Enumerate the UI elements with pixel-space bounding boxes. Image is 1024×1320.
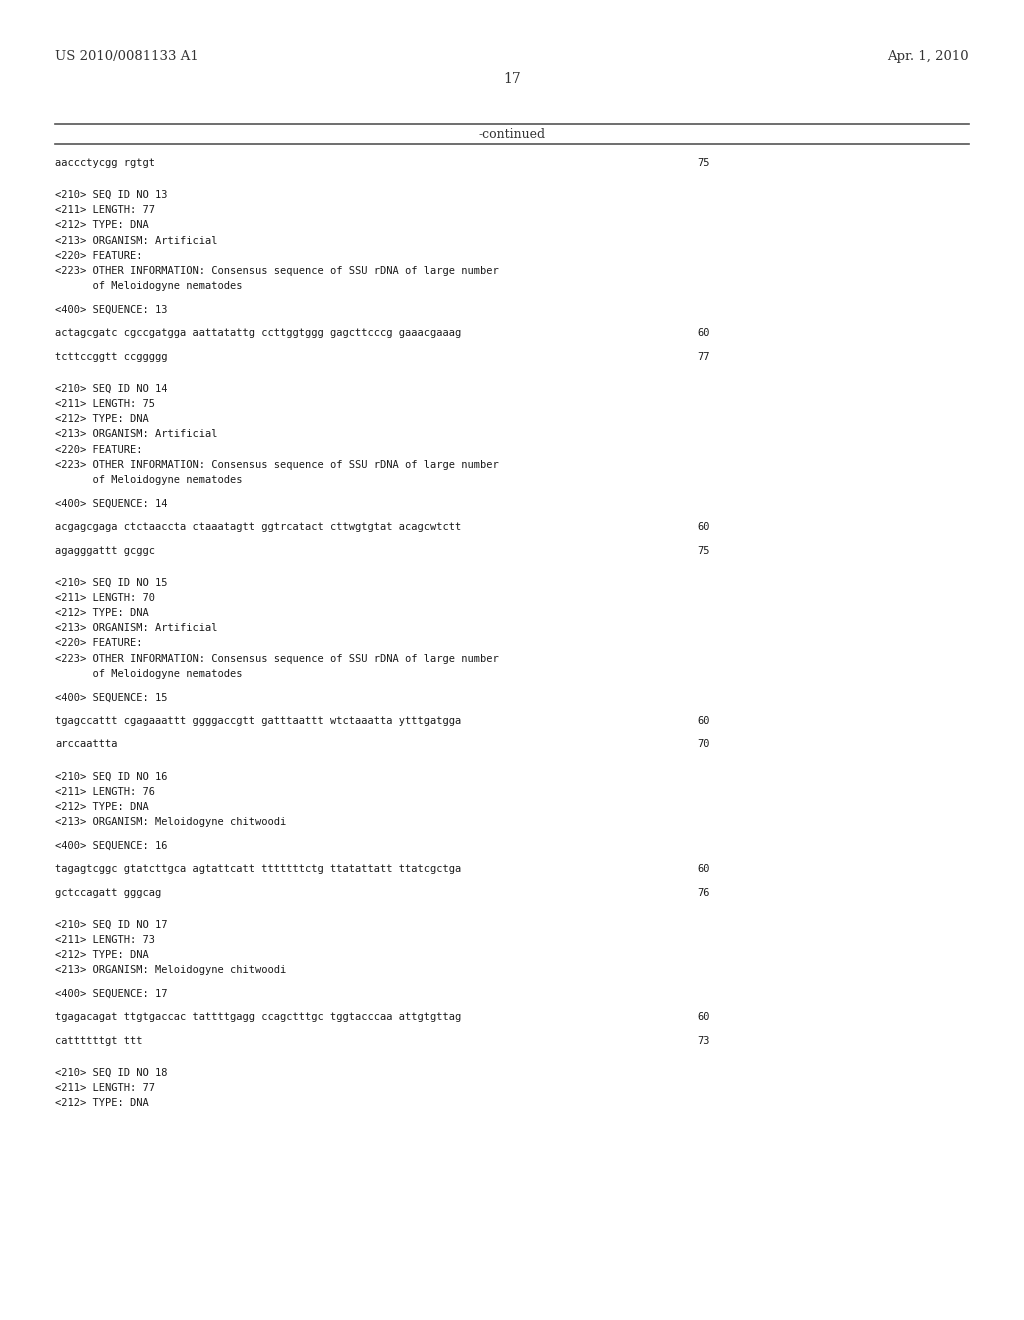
Text: <212> TYPE: DNA: <212> TYPE: DNA (55, 801, 148, 812)
Text: <223> OTHER INFORMATION: Consensus sequence of SSU rDNA of large number: <223> OTHER INFORMATION: Consensus seque… (55, 459, 499, 470)
Text: 75: 75 (697, 158, 710, 168)
Text: <213> ORGANISM: Artificial: <213> ORGANISM: Artificial (55, 235, 217, 246)
Text: 60: 60 (697, 329, 710, 338)
Text: <211> LENGTH: 77: <211> LENGTH: 77 (55, 205, 155, 215)
Text: 76: 76 (697, 887, 710, 898)
Text: Apr. 1, 2010: Apr. 1, 2010 (888, 50, 969, 63)
Text: of Meloidogyne nematodes: of Meloidogyne nematodes (55, 669, 243, 678)
Text: gctccagatt gggcag: gctccagatt gggcag (55, 887, 161, 898)
Text: 60: 60 (697, 715, 710, 726)
Text: US 2010/0081133 A1: US 2010/0081133 A1 (55, 50, 199, 63)
Text: <212> TYPE: DNA: <212> TYPE: DNA (55, 950, 148, 960)
Text: arccaattta: arccaattta (55, 739, 118, 750)
Text: <213> ORGANISM: Meloidogyne chitwoodi: <213> ORGANISM: Meloidogyne chitwoodi (55, 817, 287, 826)
Text: <220> FEATURE:: <220> FEATURE: (55, 251, 142, 261)
Text: <400> SEQUENCE: 14: <400> SEQUENCE: 14 (55, 499, 168, 508)
Text: 17: 17 (503, 73, 521, 86)
Text: <210> SEQ ID NO 14: <210> SEQ ID NO 14 (55, 384, 168, 393)
Text: <212> TYPE: DNA: <212> TYPE: DNA (55, 220, 148, 230)
Text: agagggattt gcggc: agagggattt gcggc (55, 545, 155, 556)
Text: <223> OTHER INFORMATION: Consensus sequence of SSU rDNA of large number: <223> OTHER INFORMATION: Consensus seque… (55, 653, 499, 664)
Text: <211> LENGTH: 76: <211> LENGTH: 76 (55, 787, 155, 796)
Text: actagcgatc cgccgatgga aattatattg ccttggtggg gagcttcccg gaaacgaaag: actagcgatc cgccgatgga aattatattg ccttggt… (55, 329, 461, 338)
Text: <400> SEQUENCE: 15: <400> SEQUENCE: 15 (55, 692, 168, 702)
Text: <220> FEATURE:: <220> FEATURE: (55, 445, 142, 454)
Text: -continued: -continued (478, 128, 546, 141)
Text: <400> SEQUENCE: 13: <400> SEQUENCE: 13 (55, 305, 168, 314)
Text: 60: 60 (697, 865, 710, 874)
Text: 75: 75 (697, 545, 710, 556)
Text: <211> LENGTH: 77: <211> LENGTH: 77 (55, 1082, 155, 1093)
Text: tagagtcggc gtatcttgca agtattcatt tttttttctg ttatattatt ttatcgctga: tagagtcggc gtatcttgca agtattcatt ttttttt… (55, 865, 461, 874)
Text: <211> LENGTH: 70: <211> LENGTH: 70 (55, 593, 155, 603)
Text: <210> SEQ ID NO 15: <210> SEQ ID NO 15 (55, 578, 168, 587)
Text: 73: 73 (697, 1036, 710, 1045)
Text: <400> SEQUENCE: 17: <400> SEQUENCE: 17 (55, 989, 168, 999)
Text: <213> ORGANISM: Artificial: <213> ORGANISM: Artificial (55, 429, 217, 440)
Text: <212> TYPE: DNA: <212> TYPE: DNA (55, 609, 148, 618)
Text: acgagcgaga ctctaaccta ctaaatagtt ggtrcatact cttwgtgtat acagcwtctt: acgagcgaga ctctaaccta ctaaatagtt ggtrcat… (55, 521, 461, 532)
Text: <210> SEQ ID NO 16: <210> SEQ ID NO 16 (55, 771, 168, 781)
Text: <223> OTHER INFORMATION: Consensus sequence of SSU rDNA of large number: <223> OTHER INFORMATION: Consensus seque… (55, 265, 499, 276)
Text: tcttccggtt ccggggg: tcttccggtt ccggggg (55, 352, 168, 362)
Text: <212> TYPE: DNA: <212> TYPE: DNA (55, 1098, 148, 1107)
Text: <213> ORGANISM: Artificial: <213> ORGANISM: Artificial (55, 623, 217, 634)
Text: cattttttgt ttt: cattttttgt ttt (55, 1036, 142, 1045)
Text: of Meloidogyne nematodes: of Meloidogyne nematodes (55, 475, 243, 484)
Text: <210> SEQ ID NO 18: <210> SEQ ID NO 18 (55, 1068, 168, 1077)
Text: <213> ORGANISM: Meloidogyne chitwoodi: <213> ORGANISM: Meloidogyne chitwoodi (55, 965, 287, 975)
Text: <210> SEQ ID NO 17: <210> SEQ ID NO 17 (55, 920, 168, 929)
Text: 77: 77 (697, 352, 710, 362)
Text: <212> TYPE: DNA: <212> TYPE: DNA (55, 414, 148, 424)
Text: <211> LENGTH: 75: <211> LENGTH: 75 (55, 399, 155, 409)
Text: <220> FEATURE:: <220> FEATURE: (55, 639, 142, 648)
Text: tgagccattt cgagaaattt ggggaccgtt gatttaattt wtctaaatta ytttgatgga: tgagccattt cgagaaattt ggggaccgtt gatttaa… (55, 715, 461, 726)
Text: <400> SEQUENCE: 16: <400> SEQUENCE: 16 (55, 841, 168, 850)
Text: 60: 60 (697, 1012, 710, 1022)
Text: 70: 70 (697, 739, 710, 750)
Text: of Meloidogyne nematodes: of Meloidogyne nematodes (55, 281, 243, 292)
Text: 60: 60 (697, 521, 710, 532)
Text: <210> SEQ ID NO 13: <210> SEQ ID NO 13 (55, 190, 168, 199)
Text: tgagacagat ttgtgaccac tattttgagg ccagctttgc tggtacccaa attgtgttag: tgagacagat ttgtgaccac tattttgagg ccagctt… (55, 1012, 461, 1022)
Text: <211> LENGTH: 73: <211> LENGTH: 73 (55, 935, 155, 945)
Text: aaccctycgg rgtgt: aaccctycgg rgtgt (55, 158, 155, 168)
